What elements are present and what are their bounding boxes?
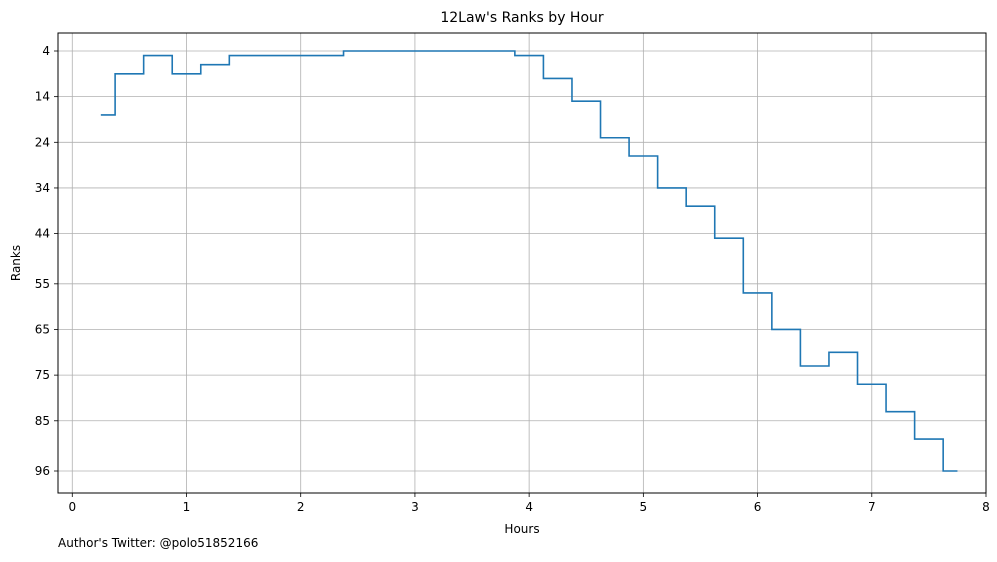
y-tick-label: 65 [35,322,50,336]
x-tick-label: 7 [868,500,876,514]
plot-frame [57,32,987,494]
x-tick-label: 0 [68,500,76,514]
y-tick-label: 4 [42,44,50,58]
author-credit: Author's Twitter: @polo51852166 [58,536,259,550]
y-tick-label: 24 [35,135,50,149]
x-axis-title: Hours [504,522,539,536]
grid [58,33,987,493]
y-tick-label: 44 [35,227,50,241]
rank-step-line [100,50,958,472]
y-tick-label: 14 [35,90,50,104]
x-tick-label: 3 [411,500,419,514]
x-tick-label: 6 [754,500,762,514]
y-tick-label: 96 [35,464,50,478]
y-tick-label: 75 [35,368,50,382]
y-tick-label: 55 [35,277,50,291]
y-tick-label: 34 [35,181,50,195]
x-tick-label: 1 [183,500,191,514]
x-tick-label: 5 [640,500,648,514]
x-tick-label: 2 [297,500,305,514]
y-axis-title: Ranks [9,245,23,281]
x-tick-label: 8 [982,500,990,514]
y-tick-label: 85 [35,414,50,428]
x-tick-label: 4 [525,500,533,514]
series-layer [100,50,958,472]
chart-title: 12Law's Ranks by Hour [440,10,604,26]
